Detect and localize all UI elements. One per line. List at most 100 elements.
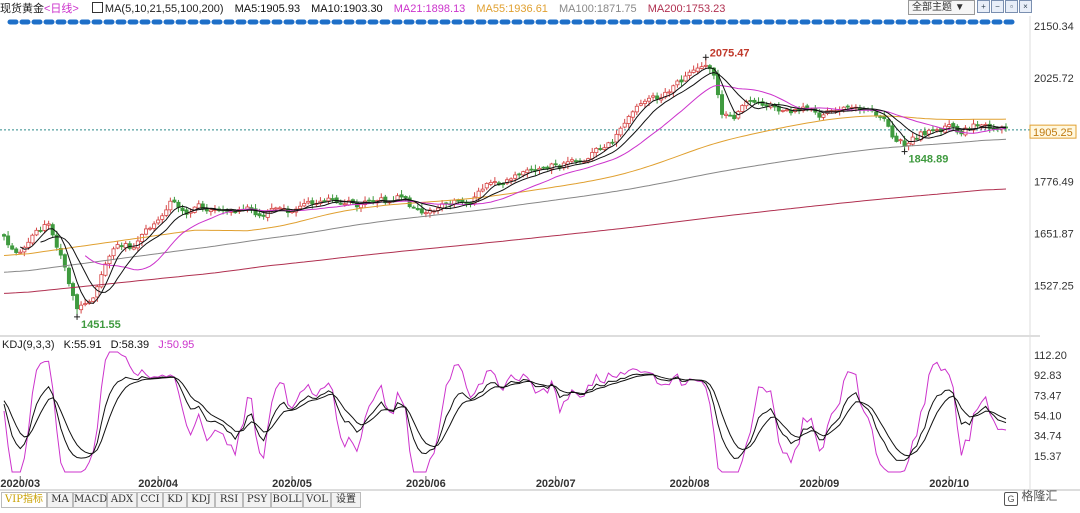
theme-select[interactable]: 全部主题 ▼ [908,0,975,15]
ma21-line [84,84,1007,271]
candle [752,97,757,104]
candle-body [732,114,737,120]
candle-body [298,205,303,210]
candle-body [2,234,7,237]
candle-body [573,160,578,163]
candle [200,200,205,212]
candle [6,231,11,248]
tab-4[interactable]: CCI [137,492,163,508]
candle [886,118,891,128]
tab-3[interactable]: ADX [107,492,137,508]
candle [75,293,80,317]
candle-body [423,212,428,215]
candle-body [764,104,769,107]
candle-body [671,85,676,93]
candle [46,220,51,230]
candle-body [626,116,631,124]
candle-body [760,101,765,106]
candle [756,97,761,105]
candle-body [947,124,952,127]
candle [963,125,968,137]
candle [505,177,510,185]
candle-body [930,129,935,132]
candle [306,197,311,205]
period-label[interactable]: <日线> [44,3,79,15]
tab-1[interactable]: MA [47,492,73,508]
candle-body [695,67,700,72]
chart-type-icon[interactable] [91,2,103,13]
candle-body [541,166,546,169]
candle-body [70,283,75,296]
candle [83,298,88,307]
candle [144,224,149,236]
tab-7[interactable]: RSI [215,492,243,508]
candle [651,92,656,101]
candle-body [253,208,258,216]
candle-body [208,209,213,212]
candle [606,141,611,149]
candle [34,227,39,237]
candle-body [330,198,335,200]
tab-0[interactable]: VIP指标 [1,492,47,508]
candle-body [269,208,274,211]
candle [788,106,793,116]
candle-body [306,200,311,204]
tab-9[interactable]: BOLL [271,492,303,508]
candle-body [971,123,976,131]
tab-2[interactable]: MACD [73,492,107,508]
x-tick-label: 2020/09 [799,478,839,490]
candle [176,199,181,213]
candle-body [95,286,100,298]
candle [780,109,785,113]
candle-body [196,203,201,209]
candle-body [707,65,712,70]
ma200-line [3,188,1007,294]
settings-icon[interactable]: ▫ [1005,0,1018,13]
candle-body [184,209,189,215]
candles-group [2,57,1008,317]
candle [432,209,437,215]
candle [890,121,895,140]
price-tick-label: 2150.34 [1034,21,1074,33]
tab-5[interactable]: KD [163,492,187,508]
candle [740,104,745,114]
zoom-out-icon[interactable]: − [991,0,1004,13]
candle-body [257,213,262,217]
candle-body [91,297,96,302]
chevron-down-icon: ▼ [954,2,965,13]
price-tick-label: 1527.25 [1034,280,1074,292]
candle [728,112,733,117]
candle-body [310,200,315,205]
kdj-d-value: D:58.39 [110,339,150,351]
candle-body [505,179,510,184]
candle [602,144,607,152]
zoom-in-icon[interactable]: + [977,0,990,13]
candle-body [144,228,149,235]
candle-body [687,71,692,76]
candle [164,205,169,218]
tab-6[interactable]: KDJ [187,492,215,508]
candle [699,62,704,70]
candle [776,102,781,115]
kdj-k-value: K:55.91 [63,339,102,351]
candle-body [38,230,43,232]
tab-8[interactable]: PSY [243,492,271,508]
tab-10[interactable]: VOL [303,492,331,508]
ma5-line [20,67,1007,304]
candle [930,125,935,134]
candle-body [164,209,169,216]
candle-body [488,182,493,185]
candle-body [910,136,915,145]
tab-11[interactable]: 设置 [331,492,361,508]
candle-body [647,97,652,102]
candle-body [914,137,919,140]
close-icon[interactable]: × [1019,0,1032,13]
candle [42,220,47,234]
candle [111,246,116,261]
candle [107,254,112,269]
candle-body [18,251,23,254]
candle [695,63,700,75]
candle [407,195,412,209]
kdj-k-line [3,373,1007,461]
